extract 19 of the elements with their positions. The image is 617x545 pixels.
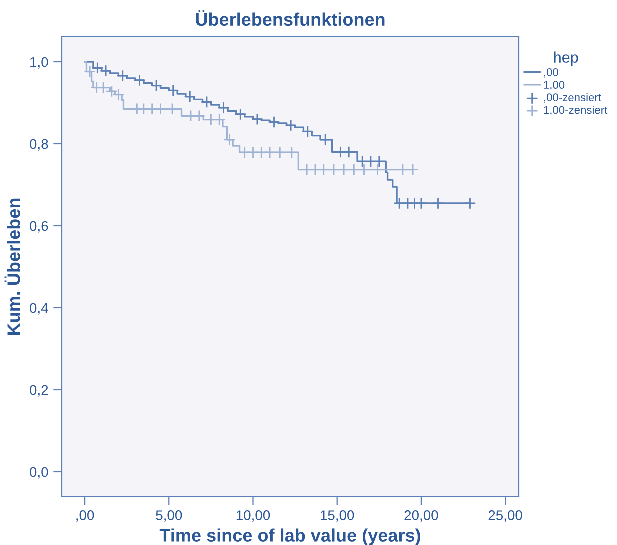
x-tick-label: 10,00 — [236, 510, 270, 522]
x-tick-label: ,00 — [76, 510, 94, 522]
legend-label: ,00 — [544, 68, 558, 78]
legend-title: hep — [554, 52, 578, 66]
y-tick-label: 0,2 — [30, 385, 48, 397]
legend-label: ,00-zensiert — [544, 93, 602, 103]
x-tick-label: 15,00 — [321, 510, 354, 522]
y-tick-label: 0,4 — [30, 303, 48, 315]
x-tick-label: 20,00 — [404, 510, 438, 522]
y-tick-label: 0,6 — [30, 221, 48, 233]
y-tick-label: 0,8 — [30, 139, 48, 151]
y-tick-label: 0,0 — [30, 467, 48, 479]
y-axis-title: Kum. Überleben — [4, 198, 20, 336]
legend-label: 1,00 — [544, 81, 565, 90]
y-tick-label: 1,0 — [30, 57, 48, 69]
chart-title: Überlebensfunktionen — [196, 10, 385, 26]
x-tick-label: 25,00 — [488, 510, 522, 522]
x-tick-label: 5,00 — [156, 510, 182, 522]
legend-label: 1,00-zensiert — [544, 106, 608, 116]
